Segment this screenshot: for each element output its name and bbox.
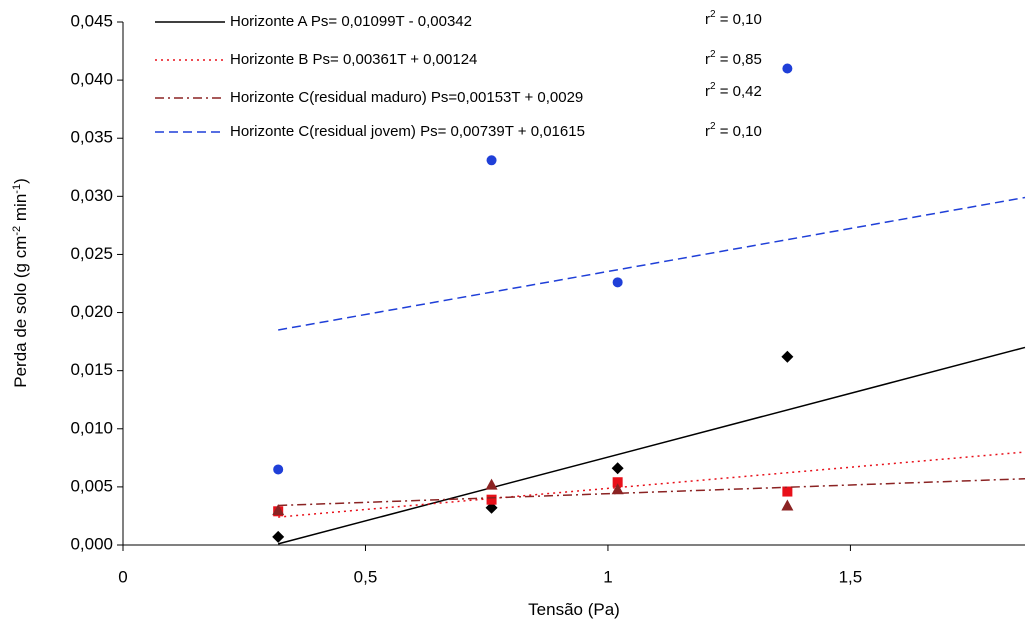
y-axis-title-part: -1: [11, 184, 23, 194]
y-axis-title-part: min: [11, 194, 30, 226]
r-squared-base: r: [705, 123, 710, 140]
r-squared-sup: 2: [710, 81, 716, 92]
data-point: [781, 350, 794, 363]
data-point: [611, 462, 624, 475]
r-squared-base: r: [705, 11, 710, 28]
legend-label: Horizonte C(residual maduro) Ps=0,00153T…: [230, 89, 583, 106]
r-squared-base: r: [705, 83, 710, 100]
legend-label: Horizonte A Ps= 0,01099T - 0,00342: [230, 13, 472, 30]
r-squared-sup: 2: [710, 121, 716, 132]
data-point: [272, 504, 285, 516]
x-axis-title: Tensão (Pa): [528, 600, 620, 619]
trend-line: [278, 196, 1026, 331]
r-squared: r2 = 0,42: [705, 81, 762, 100]
data-point: [612, 477, 623, 488]
x-tick-label: 0,5: [354, 567, 378, 586]
legend-label: Horizonte B Ps= 0,00361T + 0,00124: [230, 51, 477, 68]
data-point: [272, 530, 285, 543]
y-tick-label: 0,040: [70, 70, 113, 89]
r-squared: r2 = 0,10: [705, 121, 762, 140]
data-point: [273, 464, 284, 475]
legend-label: Horizonte C(residual jovem) Ps= 0,00739T…: [230, 123, 585, 140]
y-tick-label: 0,030: [70, 186, 113, 205]
data-point: [612, 277, 623, 288]
data-point: [782, 63, 793, 74]
y-tick-label: 0,020: [70, 302, 113, 321]
y-tick-label: 0,005: [70, 476, 113, 495]
data-point: [486, 494, 497, 505]
data-point: [611, 483, 624, 495]
r-squared-base: r: [705, 51, 710, 68]
y-axis-title-part: -2: [11, 226, 23, 236]
data-point: [781, 499, 794, 511]
data-point: [485, 478, 498, 490]
y-axis-title-part: ): [11, 178, 30, 184]
y-tick-label: 0,045: [70, 11, 113, 30]
trend-line: [278, 451, 1026, 518]
data-point: [486, 155, 497, 166]
r-squared-value: = 0,10: [716, 11, 762, 28]
data-point: [485, 501, 498, 514]
data-point: [782, 486, 793, 497]
x-tick-label: 1,5: [839, 567, 863, 586]
x-tick-label: 1: [603, 567, 612, 586]
trend-line: [277, 346, 1026, 545]
r-squared-sup: 2: [710, 9, 716, 20]
x-tick-label: 0: [118, 567, 127, 586]
trend-line: [278, 478, 1026, 507]
r-squared-value: = 0,85: [716, 51, 762, 68]
y-tick-label: 0,035: [70, 128, 113, 147]
r-squared: r2 = 0,10: [705, 9, 762, 28]
y-tick-label: 0,025: [70, 244, 113, 263]
r-squared-value: = 0,42: [716, 83, 762, 100]
y-tick-label: 0,010: [70, 418, 113, 437]
r-squared: r2 = 0,85: [705, 49, 762, 68]
r-squared-value: = 0,10: [716, 123, 762, 140]
y-axis-title-part: Perda de solo (g cm: [11, 236, 30, 388]
y-tick-label: 0,000: [70, 534, 113, 553]
y-tick-label: 0,015: [70, 360, 113, 379]
r-squared-sup: 2: [710, 49, 716, 60]
y-axis-title: Perda de solo (g cm-2 min-1): [11, 178, 30, 388]
